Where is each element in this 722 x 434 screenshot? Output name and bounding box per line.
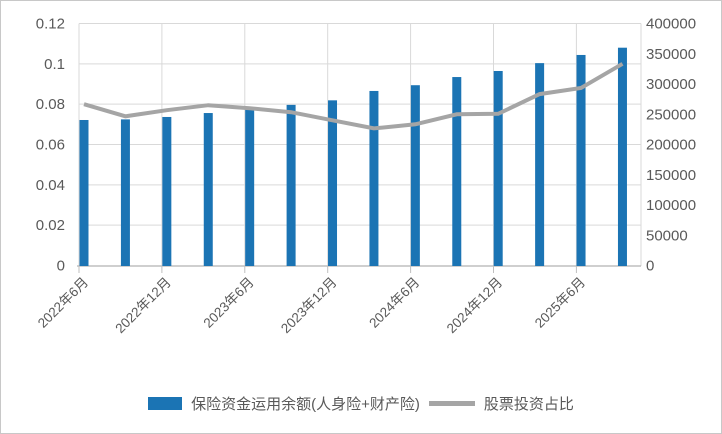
bar	[162, 116, 172, 266]
x-axis-tick-label: 2022年12月	[112, 275, 174, 337]
x-axis-tick-label: 2023年12月	[278, 275, 340, 337]
legend-line-label: 股票投资占比	[483, 396, 574, 413]
chart-legend: 保险资金运用余额(人身险+财产险) 股票投资占比	[1, 393, 721, 414]
trend-line	[83, 62, 624, 131]
bar	[203, 113, 213, 266]
y-axis-left-tick-label: 0.02	[36, 217, 65, 234]
y-axis-right-tick-label: 0	[646, 258, 654, 275]
legend-bar-label: 保险资金运用余额(人身险+财产险)	[191, 396, 420, 413]
x-axis-tick-label: 2024年12月	[444, 275, 506, 337]
y-axis-right-tick-label: 250000	[646, 106, 696, 123]
bar	[120, 119, 130, 266]
bar	[79, 119, 89, 266]
y-axis-left-tick-label: 0.1	[44, 56, 65, 73]
y-axis-right-tick-label: 200000	[646, 137, 696, 154]
y-axis-left-tick-label: 0.12	[36, 16, 65, 33]
x-axis-tick-label: 2023年6月	[201, 275, 257, 331]
combo-chart-plot: 0.12 0.1 0.08 0.06 0.04 0.02 0 400000 350000 3000…	[35, 16, 696, 337]
y-axis-left-tick-label: 0.08	[36, 96, 65, 113]
x-axis-tick-label: 2022年6月	[35, 275, 91, 331]
y-axis-left-tick-label: 0	[57, 258, 65, 275]
bar	[576, 54, 586, 267]
bar	[617, 47, 627, 267]
y-axis-right-tick-label: 100000	[646, 197, 696, 214]
x-axis-tick-label: 2024年6月	[366, 275, 422, 331]
y-axis-right-tick-label: 50000	[646, 227, 688, 244]
bar	[452, 77, 462, 266]
bar	[410, 85, 420, 267]
y-axis-right-tick-label: 150000	[646, 167, 696, 184]
y-axis-left-tick-label: 0.04	[36, 177, 65, 194]
bar	[369, 90, 379, 267]
bar	[328, 100, 338, 267]
y-axis-right-tick-label: 350000	[646, 46, 696, 63]
legend-line-swatch-icon	[428, 401, 475, 406]
x-axis-tick-label: 2025年6月	[532, 275, 588, 331]
bar	[286, 104, 296, 266]
y-axis-right-tick-label: 400000	[646, 16, 696, 33]
y-axis-right-tick-label: 300000	[646, 76, 696, 93]
y-axis-left-tick-label: 0.06	[36, 137, 65, 154]
bar	[245, 107, 255, 266]
legend-bar-swatch-icon	[148, 397, 183, 410]
bar	[535, 63, 545, 266]
bar	[493, 70, 503, 267]
